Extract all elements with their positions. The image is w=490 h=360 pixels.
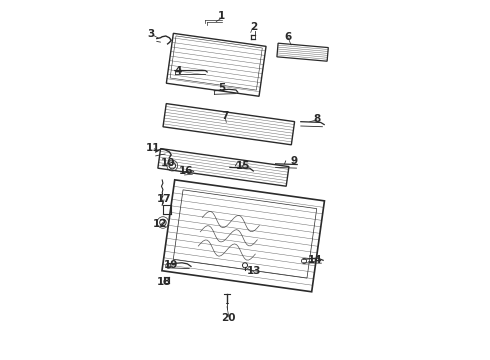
Text: 16: 16: [178, 166, 193, 176]
Text: 3: 3: [148, 29, 155, 39]
Text: 1: 1: [218, 11, 225, 21]
Text: 10: 10: [160, 158, 175, 168]
Text: 8: 8: [314, 114, 320, 124]
Text: 5: 5: [218, 83, 225, 93]
Text: 9: 9: [290, 156, 297, 166]
Text: 14: 14: [308, 255, 322, 265]
Text: 15: 15: [236, 161, 250, 171]
Text: 18: 18: [157, 276, 171, 287]
Text: 4: 4: [175, 66, 182, 76]
Text: 20: 20: [221, 312, 236, 323]
Text: 11: 11: [146, 143, 160, 153]
Text: 7: 7: [221, 111, 229, 121]
Text: 19: 19: [164, 260, 178, 270]
Text: 12: 12: [153, 219, 168, 229]
Text: 2: 2: [250, 22, 258, 32]
Text: 6: 6: [285, 32, 292, 42]
Text: 13: 13: [247, 266, 261, 276]
Text: 17: 17: [157, 194, 172, 204]
